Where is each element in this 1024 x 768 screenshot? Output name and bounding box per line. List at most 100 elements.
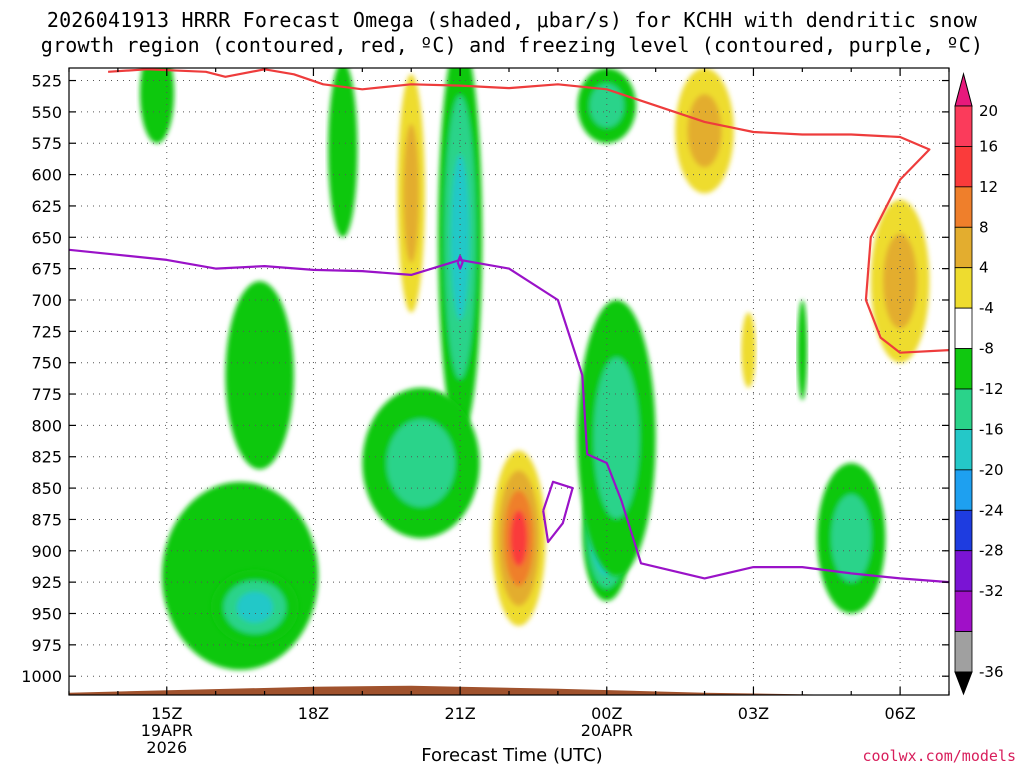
colorbar-box — [954, 307, 973, 349]
colorbar-box — [954, 105, 973, 147]
colorbar-box — [954, 388, 973, 430]
sink-22z-low — [491, 450, 546, 627]
sink-03z-mid-level — [741, 312, 756, 388]
y-tick-label: 625 — [31, 197, 62, 216]
x-tick-label: 18Z — [298, 704, 329, 723]
updraft-20z-lower-level — [386, 419, 456, 507]
freezing-level-blip-21z-contour — [456, 255, 464, 270]
colorbar-bottom-arrow — [954, 671, 973, 696]
y-tick-label: 1000 — [21, 667, 62, 686]
updraft-00z-column — [577, 299, 656, 576]
colorbar-label: -24 — [979, 501, 1004, 519]
x-tick-date: 19APR — [141, 721, 193, 740]
freezing-level-contour — [69, 248, 949, 584]
y-tick-label: 825 — [31, 448, 62, 467]
colorbar-label: -16 — [979, 420, 1004, 438]
terrain-fill — [69, 685, 949, 695]
sink-18z-upper-level — [328, 68, 358, 238]
x-axis-label: Forecast Time (UTC) — [421, 745, 603, 766]
colorbar-top-arrow — [954, 72, 973, 107]
colorbar-label: -36 — [979, 663, 1004, 681]
y-tick-label: 725 — [31, 322, 62, 341]
colorbar-label: 4 — [979, 259, 989, 277]
sink-15z-upper — [139, 68, 175, 144]
omega-shading — [139, 68, 930, 670]
colorbar-label: -12 — [979, 380, 1004, 398]
colorbar-label: -32 — [979, 582, 1004, 600]
sink-20z-upper-level — [403, 123, 420, 263]
updraft-21z-column — [438, 68, 483, 438]
y-tick-label: 900 — [31, 542, 62, 561]
y-tick-label: 600 — [31, 166, 62, 185]
sink-15z-upper-level — [139, 68, 175, 144]
sink-22z-low-level — [510, 510, 528, 567]
updraft-05z-low-level — [831, 494, 872, 583]
y-axis: 525 550 575 600 625 650 675 700 725 750 775 800 825 8… — [21, 72, 949, 686]
colorbar-box — [954, 631, 973, 673]
sink-06z-upper — [870, 199, 930, 363]
colorbar-label: 20 — [979, 102, 998, 120]
colorbar-label: -20 — [979, 461, 1004, 479]
updraft-17z-mid — [225, 281, 294, 470]
updraft-05z-low — [817, 463, 886, 614]
colorbar-box — [954, 550, 973, 592]
x-tick-label: 21Z — [444, 704, 475, 723]
updraft-04z-mid — [797, 299, 808, 401]
freezing-level-loop-23z-contour — [542, 480, 574, 544]
sink-03z-mid — [741, 312, 756, 388]
x-tick-label: 00Z — [591, 704, 622, 723]
x-tick-label: 15Z — [151, 704, 182, 723]
sink-02z-upper-level — [687, 94, 722, 168]
y-tick-label: 950 — [31, 604, 62, 623]
contour-lines — [69, 68, 949, 584]
colorbar-box — [954, 186, 973, 228]
y-tick-label: 775 — [31, 385, 62, 404]
updraft-04z-mid-level — [797, 299, 808, 401]
y-tick-label: 525 — [31, 72, 62, 91]
sink-18z-upper — [328, 68, 358, 238]
y-tick-label: 750 — [31, 354, 62, 373]
chart-title-line2: growth region (contoured, red, ºC) and f… — [40, 33, 984, 57]
y-tick-label: 550 — [31, 103, 62, 122]
updraft-00z-upper — [577, 68, 637, 144]
updraft-17z-core — [210, 569, 299, 645]
colorbar-label: -8 — [979, 340, 994, 358]
y-tick-label: 925 — [31, 573, 62, 592]
colorbar-box — [954, 267, 973, 309]
sink-06z-upper-level — [883, 233, 918, 329]
colorbar: 20 16 12 8 4 -4 -8 -12 -16 -20 -24 -28 -32 -36 — [954, 72, 1004, 696]
dendritic-growth-zone-contour — [108, 68, 949, 354]
colorbar-label: -4 — [979, 299, 994, 317]
chart-title-line1: 2026041913 HRRR Forecast Omega (shaded, … — [46, 8, 978, 32]
colorbar-label: 16 — [979, 137, 998, 155]
y-tick-label: 875 — [31, 510, 62, 529]
x-tick-date: 20APR — [581, 721, 633, 740]
sink-02z-upper — [675, 68, 734, 194]
colorbar-box — [954, 469, 973, 511]
y-tick-label: 575 — [31, 134, 62, 153]
y-tick-label: 650 — [31, 228, 62, 247]
updraft-00z-column-level — [593, 357, 640, 519]
colorbar-box — [954, 146, 973, 188]
sink-20z-upper — [397, 74, 425, 313]
colorbar-box — [954, 429, 973, 471]
colorbar-box — [954, 226, 973, 269]
y-tick-label: 700 — [31, 291, 62, 310]
colorbar-label: 12 — [979, 178, 998, 196]
x-tick-label: 06Z — [884, 704, 915, 723]
y-tick-label: 800 — [31, 416, 62, 435]
site-credit[interactable]: coolwx.com/models — [862, 747, 1016, 765]
colorbar-box — [954, 348, 973, 390]
terrain-layer — [69, 685, 949, 695]
y-tick-label: 850 — [31, 479, 62, 498]
x-tick-label: 03Z — [738, 704, 769, 723]
colorbar-box — [954, 509, 973, 552]
updraft-17z-core-level — [236, 591, 273, 623]
updraft-20z-lower — [362, 387, 480, 539]
updraft-00z-upper-level — [589, 83, 624, 128]
x-tick-year: 2026 — [146, 738, 187, 757]
colorbar-label: -28 — [979, 542, 1004, 560]
colorbar-label: 8 — [979, 218, 989, 236]
colorbar-box — [954, 590, 973, 632]
